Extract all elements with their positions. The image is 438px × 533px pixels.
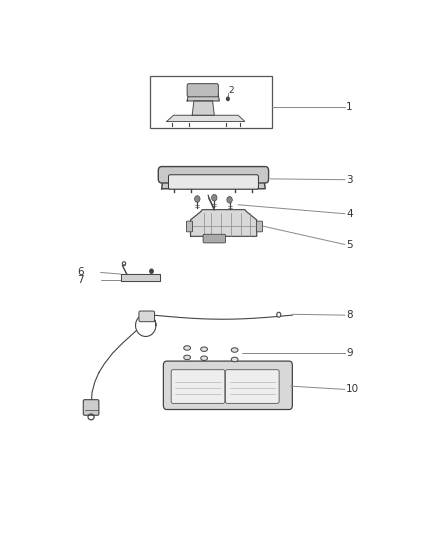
FancyBboxPatch shape [169,175,258,189]
Text: 4: 4 [346,209,353,219]
Text: 7: 7 [77,275,84,285]
Text: 1: 1 [346,102,353,112]
Bar [150,76,272,127]
FancyBboxPatch shape [163,361,293,409]
Ellipse shape [231,348,238,352]
FancyBboxPatch shape [187,84,219,97]
Text: 6: 6 [77,268,84,278]
FancyBboxPatch shape [171,370,225,403]
Text: 10: 10 [346,384,359,394]
Ellipse shape [201,356,208,360]
Text: 5: 5 [346,239,353,249]
Circle shape [150,269,153,273]
FancyBboxPatch shape [139,311,155,322]
Text: 3: 3 [346,175,353,185]
FancyBboxPatch shape [256,221,262,232]
Circle shape [226,97,229,101]
Polygon shape [191,209,257,236]
Ellipse shape [184,346,191,350]
Text: 9: 9 [346,348,353,358]
Ellipse shape [184,355,191,360]
Text: 2: 2 [228,86,233,95]
FancyBboxPatch shape [83,400,99,415]
Polygon shape [167,115,245,122]
Text: 8: 8 [346,310,353,320]
Circle shape [194,196,200,202]
Circle shape [227,197,232,203]
Circle shape [277,312,281,317]
Polygon shape [187,93,219,101]
FancyBboxPatch shape [158,166,268,183]
FancyBboxPatch shape [187,221,193,232]
Polygon shape [162,175,265,189]
Polygon shape [121,274,160,281]
Polygon shape [192,101,214,115]
FancyBboxPatch shape [203,235,226,243]
FancyBboxPatch shape [226,370,279,403]
Ellipse shape [231,357,238,362]
Circle shape [212,195,217,201]
Ellipse shape [201,347,208,351]
